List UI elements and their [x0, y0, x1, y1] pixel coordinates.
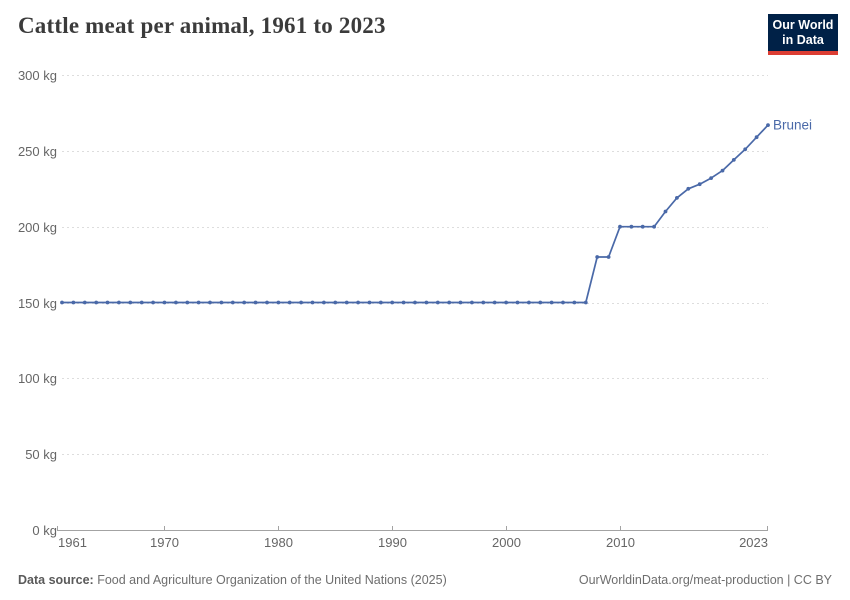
data-point-marker: [561, 300, 565, 305]
data-source-label: Data source:: [18, 573, 94, 587]
data-point-marker: [766, 123, 770, 127]
data-point-marker: [538, 300, 543, 305]
data-point-marker: [720, 168, 725, 173]
data-point-marker: [344, 300, 349, 305]
data-point-marker: [390, 300, 395, 305]
data-point-marker: [527, 300, 531, 305]
x-axis-tick-label: 1990: [378, 535, 407, 550]
data-point-marker: [401, 300, 406, 305]
data-point-marker: [618, 224, 622, 229]
y-axis-tick-label: 50 kg: [25, 447, 57, 462]
owid-logo-line1: Our World: [772, 18, 834, 32]
data-point-marker: [754, 135, 759, 140]
data-point-marker: [697, 182, 702, 187]
y-axis-tick-label: 300 kg: [18, 68, 57, 83]
data-point-marker: [208, 300, 212, 305]
data-point-marker: [595, 255, 600, 259]
data-point-marker: [287, 300, 292, 305]
data-point-marker: [515, 300, 520, 305]
data-point-marker: [71, 300, 76, 305]
data-point-marker: [629, 224, 634, 229]
data-point-marker: [583, 300, 588, 305]
data-point-marker: [549, 300, 554, 305]
data-point-marker: [652, 224, 656, 229]
data-point-marker: [82, 300, 87, 305]
data-point-marker: [128, 300, 133, 305]
data-point-marker: [117, 300, 121, 305]
y-axis-tick-label: 200 kg: [18, 220, 57, 235]
data-point-marker: [743, 147, 748, 152]
data-point-marker: [253, 300, 258, 305]
data-point-marker: [435, 300, 440, 305]
data-point-marker: [219, 300, 224, 305]
data-point-marker: [458, 300, 463, 305]
data-point-marker: [492, 300, 497, 305]
x-axis-tick-label: 1970: [150, 535, 179, 550]
data-source-text: Food and Agriculture Organization of the…: [97, 573, 447, 587]
x-axis-tick-label: 2010: [606, 535, 635, 550]
owid-logo-line2: in Data: [782, 32, 824, 47]
data-point-marker: [606, 255, 611, 259]
data-point-marker: [470, 300, 474, 305]
data-point-marker: [731, 158, 736, 162]
data-point-marker: [481, 300, 486, 305]
y-axis-tick-label: 0 kg: [32, 523, 57, 538]
data-point-marker: [322, 300, 326, 305]
data-point-marker: [162, 300, 167, 305]
data-point-marker: [60, 300, 64, 305]
attribution-link: OurWorldinData.org/meat-production | CC …: [578, 573, 832, 587]
x-axis-tick-label: 2000: [492, 535, 521, 550]
data-point-marker: [276, 300, 281, 305]
data-point-marker: [151, 300, 156, 305]
data-point-marker: [299, 300, 303, 305]
data-point-marker: [185, 300, 190, 305]
data-point-marker: [356, 300, 360, 305]
x-axis-tick-label: 2023: [739, 535, 768, 550]
data-point-marker: [504, 300, 508, 305]
data-point-marker: [139, 300, 144, 305]
data-point-marker: [413, 300, 417, 305]
data-point-marker: [265, 300, 269, 305]
data-point-marker: [367, 300, 372, 305]
series-label-brunei: Brunei: [773, 118, 812, 133]
data-point-marker: [310, 300, 315, 305]
data-point-marker: [333, 300, 338, 305]
y-axis-tick-label: 100 kg: [18, 371, 57, 386]
data-point-marker: [105, 300, 110, 305]
y-axis-tick-label: 150 kg: [18, 296, 57, 311]
data-point-marker: [424, 300, 429, 305]
owid-logo: Our World in Data: [768, 14, 838, 55]
data-point-marker: [230, 300, 235, 305]
data-point-marker: [196, 300, 201, 305]
data-point-marker: [572, 300, 577, 305]
data-point-marker: [709, 176, 713, 181]
data-point-marker: [675, 196, 679, 200]
x-axis-tick-label: 1980: [264, 535, 293, 550]
x-axis-tick-label: 1961: [58, 535, 87, 550]
data-point-marker: [686, 186, 691, 191]
data-source-note: Data source: Food and Agriculture Organi…: [18, 573, 447, 587]
data-point-marker: [378, 300, 383, 305]
data-point-marker: [640, 224, 645, 229]
data-point-marker: [663, 209, 668, 214]
chart-footer: Data source: Food and Agriculture Organi…: [18, 573, 832, 587]
data-point-marker: [242, 300, 247, 305]
data-point-marker: [174, 300, 178, 305]
data-point-marker: [447, 300, 452, 305]
data-point-marker: [94, 300, 99, 305]
y-axis-tick-label: 250 kg: [18, 144, 57, 159]
page-title: Cattle meat per animal, 1961 to 2023: [18, 13, 386, 38]
